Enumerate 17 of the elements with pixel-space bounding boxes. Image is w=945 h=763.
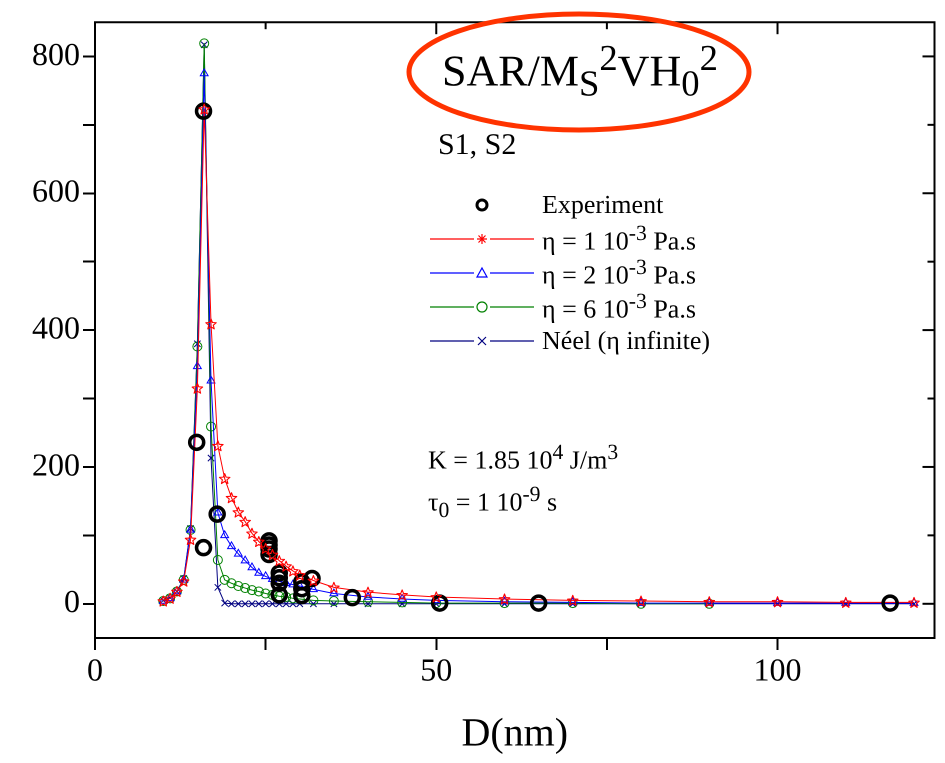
y-tick-label: 200 [32,446,80,482]
legend-label: Néel (η infinite) [542,326,710,356]
legend-label: η = 1 10$^{-3}$ Pa.s [542,221,696,257]
x-tick-label: 0 [87,652,103,688]
annotation: K = 1.85 10$^{4}$ J/m$^{3}$ [428,440,618,476]
y-tick-label: 600 [32,172,80,209]
y-tick-label: 400 [32,310,80,346]
annotation: τ$_{0}$ = 1 10$^{-9}$ s [428,482,558,523]
x-axis-title: D(nm) [461,710,568,754]
legend-label: η = 6 10$^{-3}$ Pa.s [542,289,696,325]
x-tick-label: 50 [420,652,452,688]
y-tick-label: 800 [32,36,80,72]
legend-label: η = 2 10$^{-3}$ Pa.s [542,255,696,291]
x-tick-label: 100 [754,652,802,688]
annotation: S1, S2 [438,128,516,162]
y-tick-label: 0 [64,583,80,620]
legend-label: Experiment [542,190,664,220]
